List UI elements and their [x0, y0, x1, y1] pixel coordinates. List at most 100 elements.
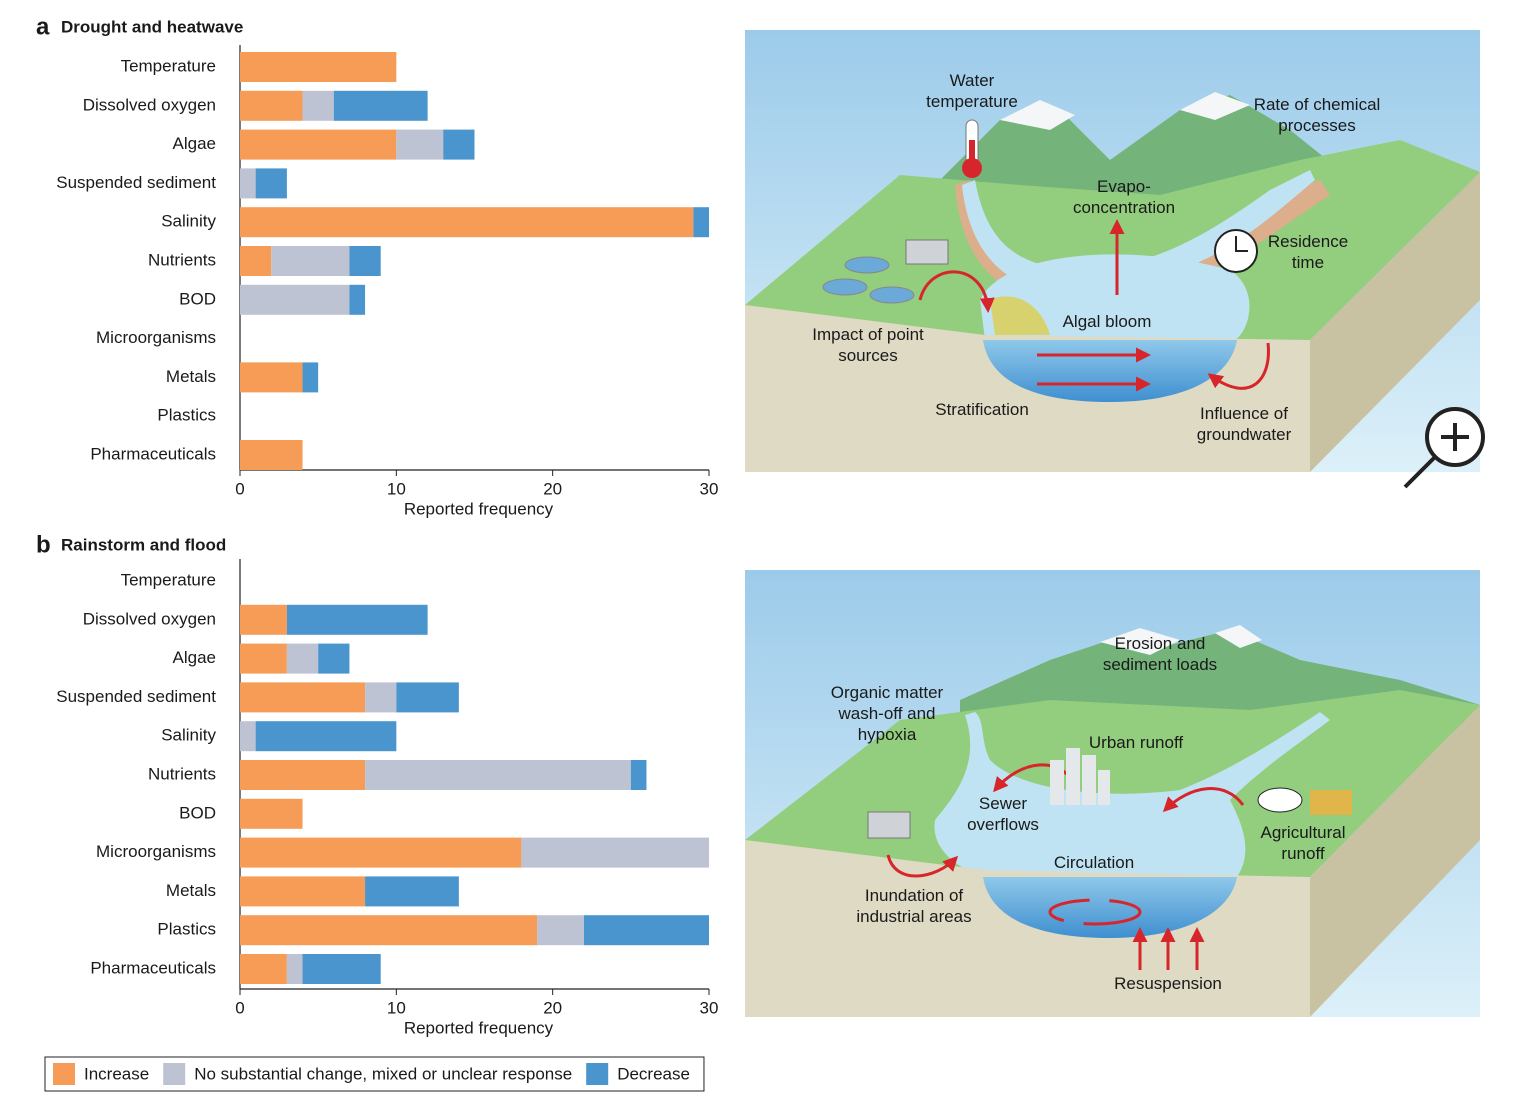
chart-title: Rainstorm and flood: [61, 535, 226, 554]
diagram-label-line: Agricultural: [1260, 823, 1346, 842]
panel-label: b: [36, 531, 51, 558]
bar-segment: [333, 90, 428, 121]
diagram-label-line: sediment loads: [1102, 655, 1218, 674]
bar-segment: [240, 52, 397, 82]
arrow: [1207, 342, 1270, 390]
diagram-label-line: hypoxia: [857, 725, 917, 744]
legend-label: Decrease: [617, 1064, 690, 1083]
y-tick-label: Salinity: [161, 212, 216, 231]
x-tick-label: 10: [387, 998, 406, 1017]
legend-swatch: [586, 1063, 609, 1085]
y-tick-label: Pharmaceuticals: [90, 958, 216, 977]
bar-segment: [240, 168, 256, 199]
chart-title: Drought and heatwave: [61, 17, 243, 36]
y-tick-label: BOD: [179, 289, 216, 308]
x-tick-label: 20: [543, 479, 562, 498]
river: [934, 712, 1330, 877]
diagram-label-line: Stratification: [935, 400, 1029, 419]
bar-segment: [240, 246, 272, 276]
lake-section: [983, 877, 1237, 938]
snow: [1100, 628, 1180, 655]
bar-segment: [240, 129, 397, 160]
y-tick-label: Metals: [166, 881, 216, 900]
ground-side: [1310, 705, 1480, 1017]
bar-segment: [396, 682, 459, 713]
legend: Increase No substantial change, mixed or …: [44, 1056, 705, 1092]
bar-segment: [255, 721, 397, 752]
tank: [822, 278, 868, 296]
diagram-label: Water temperature: [926, 70, 1018, 112]
bar-segment: [302, 362, 319, 393]
charts: a Drought and heatwave 0 10 20 30 Reported fre…: [36, 13, 719, 1092]
circulation-arrow: [1048, 898, 1142, 926]
bar-segment: [240, 798, 303, 829]
bar-segment: [630, 760, 647, 790]
diagram-label-line: processes: [1278, 116, 1356, 135]
y-tick-label: Algae: [173, 648, 216, 667]
bar-segment: [537, 915, 584, 946]
y-tick-label: Algae: [173, 134, 216, 153]
building: [1066, 748, 1080, 805]
thermometer-bulb: [962, 158, 982, 178]
bar-segment: [302, 954, 381, 984]
diagram-label: Organic matter wash-off and hypoxia: [831, 682, 943, 745]
diagram-label-line: wash-off and: [838, 704, 936, 723]
y-tick-label: Microorganisms: [96, 328, 216, 347]
diagram-label-line: Water: [949, 71, 995, 90]
y-tick-label: Dissolved oxygen: [83, 95, 216, 114]
x-tick-label: 0: [235, 479, 244, 498]
diagram-label-line: Erosion and: [1114, 634, 1206, 653]
clock-hands: [1235, 236, 1248, 252]
wheat: [1310, 790, 1352, 815]
cow: [1257, 787, 1303, 813]
building: [1098, 770, 1110, 805]
x-tick-label: 30: [700, 998, 719, 1017]
bar-segment: [521, 837, 709, 868]
y-tick-label: Temperature: [121, 56, 216, 75]
diagram-label-line: Impact of point: [812, 325, 924, 344]
bar-segment: [286, 643, 319, 674]
x-tick-label: 30: [700, 479, 719, 498]
bar-segment: [240, 362, 303, 393]
diagram-label: Stratification: [935, 399, 1029, 420]
diagram-label: Agricultural runoff: [1260, 822, 1345, 864]
diagram-label-line: groundwater: [1196, 425, 1292, 444]
diagram-label: Erosion and sediment loads: [1103, 633, 1217, 675]
bar-segment: [693, 207, 709, 238]
bar-segment: [240, 284, 350, 315]
bar-segment: [286, 954, 303, 984]
bar-segment: [318, 643, 350, 674]
y-tick-label: Suspended sediment: [56, 173, 216, 192]
bar-segment: [240, 682, 366, 713]
arrow: [886, 854, 959, 878]
diagram-drought: [745, 30, 1485, 489]
y-tick-label: Metals: [166, 367, 216, 386]
bar-segment: [240, 837, 522, 868]
y-tick-label: Temperature: [121, 570, 216, 589]
bar-segment: [240, 604, 287, 635]
bar-segment: [240, 90, 303, 121]
legend-label: Increase: [84, 1064, 149, 1083]
bar-segment: [240, 760, 366, 790]
diagram-label-line: Urban runoff: [1088, 733, 1184, 752]
diagram-label-line: Inundation of: [864, 886, 964, 905]
y-tick-label: Microorganisms: [96, 842, 216, 861]
diagram-label: Inundation of industrial areas: [856, 885, 971, 927]
snow: [1000, 100, 1075, 130]
bar-segment: [349, 246, 381, 276]
diagram-label: Circulation: [1054, 852, 1134, 873]
bar-segment: [255, 168, 287, 199]
bar-segment: [365, 760, 631, 790]
y-tick-label: Nutrients: [148, 250, 216, 269]
diagram-label-line: sources: [838, 346, 898, 365]
bar-segment: [240, 207, 694, 238]
y-tick-label: Plastics: [157, 920, 216, 939]
y-tick-label: Plastics: [157, 406, 216, 425]
diagram-label: Impact of point sources: [812, 324, 924, 366]
diagram-label: Rate of chemical processes: [1254, 94, 1381, 136]
y-tick-label: Suspended sediment: [56, 687, 216, 706]
bar-segment: [271, 246, 350, 276]
x-tick-label: 0: [235, 998, 244, 1017]
